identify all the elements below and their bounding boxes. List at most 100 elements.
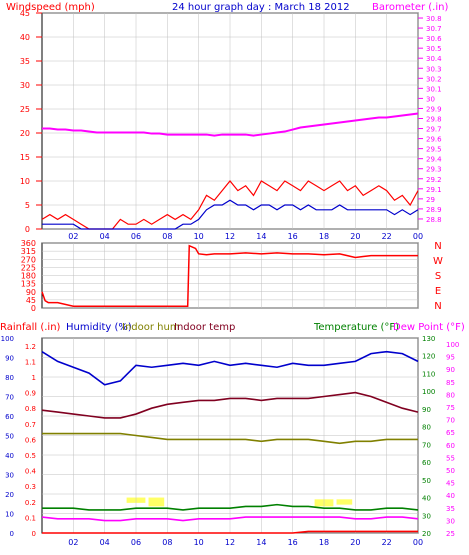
dewpoint-tick-label: 95 bbox=[446, 354, 455, 362]
dewpoint-tick-label: 30 bbox=[446, 517, 455, 525]
baro-tick-label: 29.8 bbox=[426, 115, 442, 123]
baro-tick-label: 28.8 bbox=[426, 216, 442, 224]
baro-tick-label: 30.4 bbox=[426, 55, 442, 63]
wind-tick-label: 30 bbox=[20, 81, 30, 90]
hour-tick-label: 08 bbox=[162, 232, 172, 241]
hour-tick-label: 20 bbox=[350, 538, 360, 547]
series-line bbox=[42, 530, 418, 534]
wind-tick-label: 15 bbox=[20, 153, 30, 162]
dewpoint-tick-label: 85 bbox=[446, 379, 455, 387]
series-line bbox=[42, 503, 419, 511]
hour-tick-label: 12 bbox=[225, 538, 235, 547]
baro-tick-label: 30 bbox=[426, 95, 435, 103]
rain-tick-label: 0.3 bbox=[25, 483, 36, 491]
dewpoint-axis-label: Dew Point (°F) bbox=[393, 322, 465, 333]
dewpoint-tick-label: 60 bbox=[446, 442, 455, 450]
direction-tick-label: 0 bbox=[31, 304, 36, 313]
wind-tick-label: 25 bbox=[20, 105, 30, 114]
compass-label: E bbox=[435, 286, 441, 297]
series-line bbox=[42, 432, 418, 445]
hour-tick-label: 06 bbox=[131, 232, 141, 241]
hour-tick-label: 10 bbox=[194, 232, 204, 241]
dewpoint-tick-label: 40 bbox=[446, 492, 455, 500]
compass-label: W bbox=[433, 256, 443, 267]
hour-tick-label: 06 bbox=[131, 538, 141, 547]
humidity-tick-label: 90 bbox=[5, 355, 14, 363]
wind-tick-label: 5 bbox=[25, 201, 30, 210]
rain-tick-label: 0.5 bbox=[25, 452, 36, 460]
rain-tick-label: 0.8 bbox=[25, 405, 36, 413]
direction-tick-label: 360 bbox=[21, 239, 36, 248]
rain-axis-label: Rainfall (.in) bbox=[0, 322, 61, 333]
indoor-hum-label: Indoor hum bbox=[122, 322, 180, 333]
dewpoint-tick-label: 25 bbox=[446, 530, 455, 538]
hour-tick-label: 18 bbox=[319, 232, 329, 241]
hour-tick-label: 00 bbox=[413, 232, 423, 241]
compass-label: S bbox=[435, 271, 441, 282]
wind-tick-label: 45 bbox=[20, 9, 30, 18]
baro-tick-label: 29.9 bbox=[426, 105, 442, 113]
hour-tick-label: 02 bbox=[68, 538, 78, 547]
dewpoint-tick-label: 80 bbox=[446, 391, 455, 399]
rain-tick-label: 1.2 bbox=[25, 343, 36, 351]
humidity-tick-label: 100 bbox=[1, 335, 14, 343]
direction-tick-label: 45 bbox=[26, 296, 36, 305]
rain-tick-label: 0.4 bbox=[25, 468, 37, 476]
solar-band bbox=[148, 497, 165, 507]
humidity-tick-label: 70 bbox=[5, 394, 14, 402]
baro-tick-label: 29.4 bbox=[426, 156, 442, 164]
baro-tick-label: 29.7 bbox=[426, 126, 442, 134]
compass-label: N bbox=[434, 241, 441, 252]
series-line bbox=[41, 350, 419, 386]
temperature-tick-label: 120 bbox=[422, 353, 435, 361]
hour-tick-label: 20 bbox=[350, 232, 360, 241]
temperature-tick-label: 130 bbox=[422, 335, 435, 343]
direction-tick-label: 315 bbox=[21, 247, 36, 256]
wind-axis-label: Windspeed (mph) bbox=[6, 2, 95, 13]
temperature-tick-label: 30 bbox=[422, 512, 431, 520]
dewpoint-tick-label: 75 bbox=[446, 404, 455, 412]
compass-label: N bbox=[434, 301, 441, 312]
hour-tick-label: 04 bbox=[100, 538, 110, 547]
temperature-tick-label: 110 bbox=[422, 370, 435, 378]
baro-tick-label: 30.2 bbox=[426, 75, 442, 83]
baro-tick-label: 29 bbox=[426, 196, 435, 204]
hour-tick-label: 04 bbox=[100, 232, 110, 241]
baro-tick-label: 29.1 bbox=[426, 186, 442, 194]
hour-tick-label: 22 bbox=[382, 538, 392, 547]
temperature-tick-label: 40 bbox=[422, 495, 431, 503]
baro-tick-label: 29.3 bbox=[426, 166, 442, 174]
series-line bbox=[41, 516, 419, 522]
direction-line bbox=[41, 244, 418, 307]
baro-tick-label: 29.6 bbox=[426, 136, 442, 144]
rain-tick-label: 0.1 bbox=[25, 514, 36, 522]
hour-tick-label: 14 bbox=[256, 232, 266, 241]
dewpoint-tick-label: 45 bbox=[446, 480, 455, 488]
direction-tick-label: 225 bbox=[21, 263, 36, 272]
temperature-axis-label: Temperature (°F) bbox=[313, 322, 399, 333]
wind-tick-label: 20 bbox=[20, 129, 30, 138]
hour-tick-label: 12 bbox=[225, 232, 235, 241]
temperature-tick-label: 20 bbox=[422, 530, 431, 538]
baro-tick-label: 30.6 bbox=[426, 35, 442, 43]
temperature-tick-label: 100 bbox=[422, 388, 435, 396]
baro-tick-label: 30.1 bbox=[426, 85, 442, 93]
rain-tick-label: 0 bbox=[32, 530, 36, 538]
hour-tick-label: 18 bbox=[319, 538, 329, 547]
baro-tick-label: 28.9 bbox=[426, 206, 442, 214]
temperature-tick-label: 90 bbox=[422, 406, 431, 414]
humidity-tick-label: 0 bbox=[10, 530, 14, 538]
series-line bbox=[42, 112, 419, 137]
temperature-tick-label: 50 bbox=[422, 477, 431, 485]
baro-tick-label: 30.5 bbox=[426, 45, 442, 53]
humidity-tick-label: 10 bbox=[5, 511, 14, 519]
baro-tick-label: 30.8 bbox=[426, 15, 442, 23]
dewpoint-tick-label: 65 bbox=[446, 429, 455, 437]
hour-tick-label: 02 bbox=[68, 232, 78, 241]
dewpoint-tick-label: 70 bbox=[446, 417, 455, 425]
hour-tick-label: 08 bbox=[162, 538, 172, 547]
baro-tick-label: 29.5 bbox=[426, 146, 442, 154]
wind-tick-label: 40 bbox=[20, 33, 30, 42]
wind-tick-label: 0 bbox=[25, 225, 30, 234]
